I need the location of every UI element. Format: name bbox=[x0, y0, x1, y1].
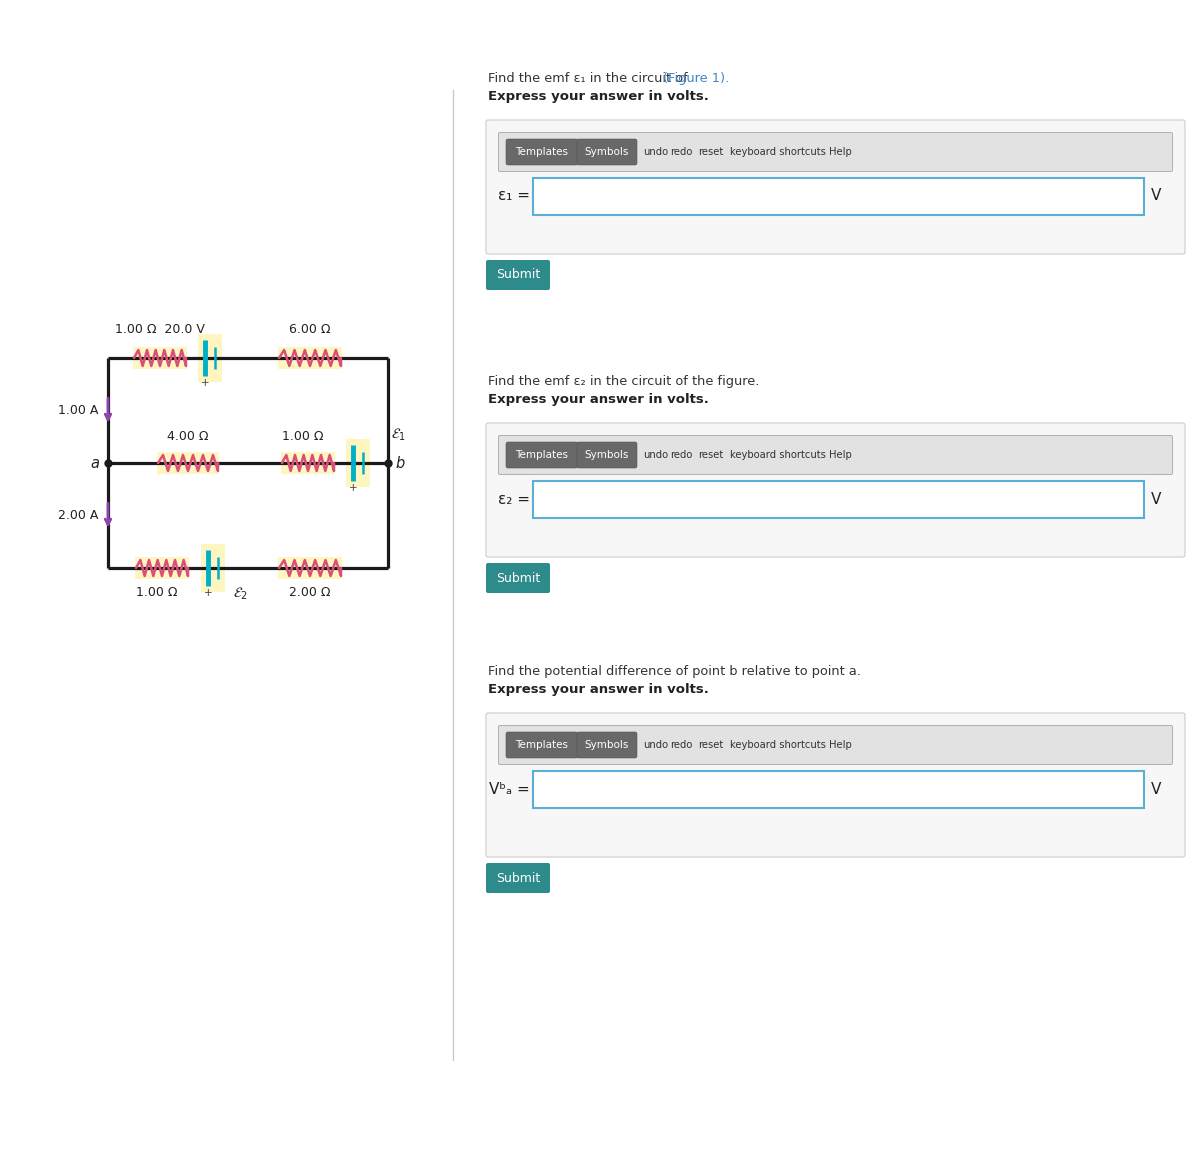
Text: 1.00 A: 1.00 A bbox=[58, 404, 98, 417]
FancyBboxPatch shape bbox=[506, 442, 578, 468]
Text: $\mathcal{E}_1$: $\mathcal{E}_1$ bbox=[391, 427, 406, 443]
FancyBboxPatch shape bbox=[486, 259, 550, 291]
Text: V: V bbox=[1151, 491, 1162, 506]
Text: 1.00 Ω  20.0 V: 1.00 Ω 20.0 V bbox=[115, 323, 205, 336]
FancyBboxPatch shape bbox=[506, 140, 578, 165]
Text: Find the potential difference of point b relative to point a.: Find the potential difference of point b… bbox=[488, 665, 860, 678]
Bar bbox=[134, 557, 190, 579]
Text: Symbols: Symbols bbox=[584, 740, 629, 749]
Text: Symbols: Symbols bbox=[584, 146, 629, 157]
Bar bbox=[133, 347, 187, 369]
Text: +: + bbox=[200, 378, 209, 389]
Text: Submit: Submit bbox=[496, 872, 540, 884]
Text: Templates: Templates bbox=[516, 450, 569, 460]
FancyBboxPatch shape bbox=[486, 713, 1186, 857]
Text: Find the emf ε₂ in the circuit of the figure.: Find the emf ε₂ in the circuit of the fi… bbox=[488, 375, 760, 389]
Text: +: + bbox=[349, 483, 358, 493]
FancyBboxPatch shape bbox=[486, 862, 550, 894]
Text: keyboard shortcuts: keyboard shortcuts bbox=[731, 146, 826, 157]
Text: redo: redo bbox=[671, 146, 692, 157]
Text: reset: reset bbox=[698, 740, 724, 749]
Text: Express your answer in volts.: Express your answer in volts. bbox=[488, 90, 709, 103]
Bar bbox=[198, 334, 222, 382]
Text: Templates: Templates bbox=[516, 740, 569, 749]
FancyBboxPatch shape bbox=[533, 178, 1144, 214]
Bar bbox=[278, 347, 342, 369]
FancyBboxPatch shape bbox=[498, 725, 1172, 764]
FancyBboxPatch shape bbox=[533, 481, 1144, 518]
Text: V: V bbox=[1151, 782, 1162, 797]
Text: Submit: Submit bbox=[496, 269, 540, 281]
Text: reset: reset bbox=[698, 146, 724, 157]
Bar bbox=[346, 439, 370, 487]
Text: Submit: Submit bbox=[496, 572, 540, 585]
Text: Express your answer in volts.: Express your answer in volts. bbox=[488, 683, 709, 696]
FancyBboxPatch shape bbox=[486, 120, 1186, 254]
Text: 6.00 Ω: 6.00 Ω bbox=[289, 323, 331, 336]
Text: V: V bbox=[1151, 188, 1162, 203]
FancyBboxPatch shape bbox=[486, 563, 550, 593]
Text: $\mathcal{E}_2$: $\mathcal{E}_2$ bbox=[233, 586, 248, 602]
Text: keyboard shortcuts: keyboard shortcuts bbox=[731, 450, 826, 460]
Text: Symbols: Symbols bbox=[584, 450, 629, 460]
Text: 1.00 Ω: 1.00 Ω bbox=[137, 586, 178, 600]
FancyBboxPatch shape bbox=[506, 732, 578, 758]
Text: (Figure 1).: (Figure 1). bbox=[664, 71, 730, 85]
Text: undo: undo bbox=[643, 146, 668, 157]
FancyBboxPatch shape bbox=[533, 770, 1144, 807]
FancyBboxPatch shape bbox=[577, 442, 637, 468]
Text: Vᵇₐ =: Vᵇₐ = bbox=[490, 782, 530, 797]
Text: Express your answer in volts.: Express your answer in volts. bbox=[488, 393, 709, 406]
Text: reset: reset bbox=[698, 450, 724, 460]
Text: Find the emf ε₁ in the circuit of: Find the emf ε₁ in the circuit of bbox=[488, 71, 692, 85]
Bar bbox=[202, 544, 226, 591]
FancyBboxPatch shape bbox=[577, 140, 637, 165]
Text: 4.00 Ω: 4.00 Ω bbox=[167, 430, 209, 443]
Text: +: + bbox=[204, 588, 212, 598]
Text: keyboard shortcuts: keyboard shortcuts bbox=[731, 740, 826, 749]
FancyBboxPatch shape bbox=[498, 436, 1172, 475]
Text: ε₁ =: ε₁ = bbox=[498, 188, 530, 203]
Text: 2.00 A: 2.00 A bbox=[58, 508, 98, 522]
FancyBboxPatch shape bbox=[577, 732, 637, 758]
Text: a: a bbox=[90, 455, 98, 470]
Text: Help: Help bbox=[829, 146, 852, 157]
Text: redo: redo bbox=[671, 740, 692, 749]
Bar bbox=[281, 452, 335, 474]
Text: Help: Help bbox=[829, 740, 852, 749]
Bar bbox=[157, 452, 220, 474]
Text: Help: Help bbox=[829, 450, 852, 460]
Text: Templates: Templates bbox=[516, 146, 569, 157]
Text: undo: undo bbox=[643, 740, 668, 749]
Text: 1.00 Ω: 1.00 Ω bbox=[282, 430, 324, 443]
FancyBboxPatch shape bbox=[486, 423, 1186, 557]
Text: redo: redo bbox=[671, 450, 692, 460]
Text: b: b bbox=[395, 455, 404, 470]
Bar bbox=[278, 557, 342, 579]
FancyBboxPatch shape bbox=[498, 133, 1172, 172]
Text: 2.00 Ω: 2.00 Ω bbox=[289, 586, 331, 600]
Text: undo: undo bbox=[643, 450, 668, 460]
Text: ε₂ =: ε₂ = bbox=[498, 491, 530, 506]
